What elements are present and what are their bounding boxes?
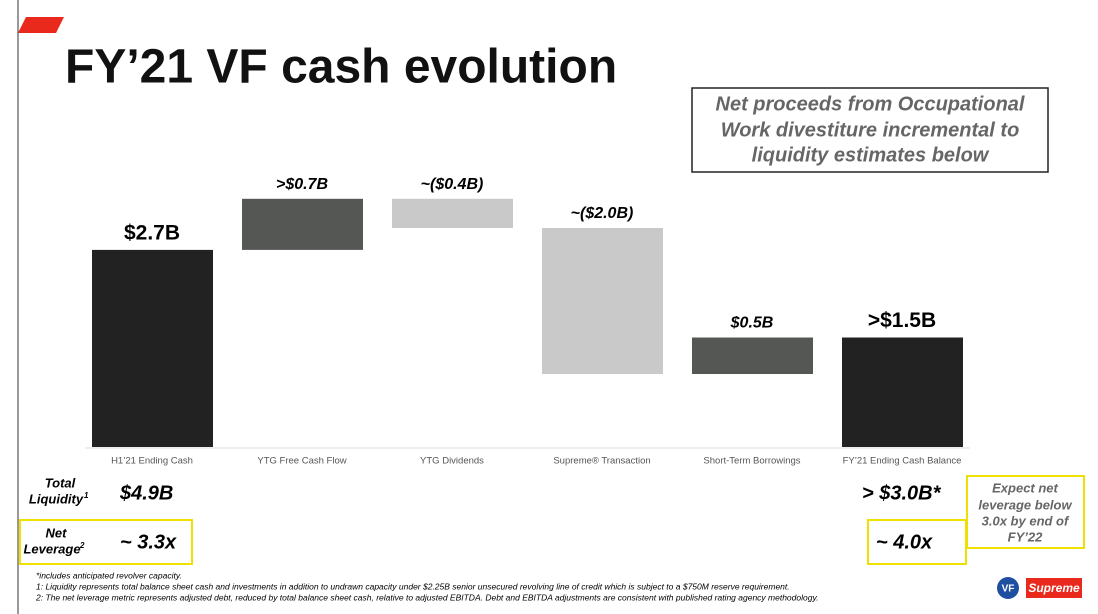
- chart-title: FY’21 VF cash evolution: [65, 41, 617, 94]
- row-sup: 2: [79, 541, 85, 550]
- note-text: Expect net: [992, 480, 1058, 495]
- bar: [392, 198, 513, 228]
- value-label: >$0.7B: [276, 176, 328, 193]
- bar: [242, 198, 363, 250]
- callout-box: [691, 87, 1049, 173]
- x-tick-label: Supreme® Transaction: [553, 456, 650, 467]
- x-tick-label: YTG Free Cash Flow: [257, 456, 346, 467]
- highlight-box: [966, 475, 1085, 549]
- note-text: 3.0x by end of: [982, 513, 1070, 528]
- supreme-logo: [1026, 578, 1082, 598]
- highlight-box: [19, 519, 193, 565]
- supreme-logo-text: Supreme: [1028, 581, 1080, 595]
- row-label: Liquidity: [29, 491, 84, 506]
- value-label: >$1.5B: [868, 309, 936, 332]
- value-label: $0.5B: [730, 315, 774, 332]
- note-text: leverage below: [978, 497, 1072, 512]
- note-text: FY’22: [1008, 529, 1043, 544]
- accent: [18, 17, 64, 33]
- bar: [542, 228, 663, 374]
- value-label: $2.7B: [124, 221, 180, 244]
- bar: [842, 337, 963, 447]
- bar: [92, 249, 213, 447]
- footnote: 1: Liquidity represents total balance sh…: [36, 581, 790, 591]
- row-end: ~ 4.0x: [876, 531, 933, 553]
- bar: [692, 337, 813, 374]
- callout-text: Net proceeds from Occupational: [716, 93, 1025, 115]
- x-tick-label: Short-Term Borrowings: [703, 456, 800, 467]
- row-start: $4.9B: [119, 482, 173, 504]
- bars: $2.7B H1’21 Ending Cash >$0.7B YTG Free Cas…: [92, 176, 963, 467]
- value-label: ~($0.4B): [421, 176, 484, 193]
- x-tick-label: FY’21 Ending Cash Balance: [843, 456, 962, 467]
- row-label: Net: [46, 525, 68, 540]
- value-label: ~($2.0B): [571, 205, 634, 222]
- x-tick-label: YTG Dividends: [420, 456, 484, 467]
- callout-text: liquidity estimates below: [752, 144, 990, 166]
- footnote: *includes anticipated revolver capacity.: [36, 570, 182, 580]
- row-sup: 1: [84, 491, 89, 500]
- x-tick-label: H1’21 Ending Cash: [111, 456, 193, 467]
- vf-logo-text: VF: [1002, 584, 1015, 595]
- vf-logo: [997, 577, 1019, 599]
- row-start: ~ 3.3x: [120, 531, 177, 553]
- footnote: 2: The net leverage metric represents ad…: [35, 592, 818, 602]
- row-end: > $3.0B*: [862, 482, 942, 504]
- callout-text: Work divestiture incremental to: [721, 119, 1020, 141]
- row-label: Leverage: [23, 541, 80, 556]
- row-label: Total: [45, 475, 76, 490]
